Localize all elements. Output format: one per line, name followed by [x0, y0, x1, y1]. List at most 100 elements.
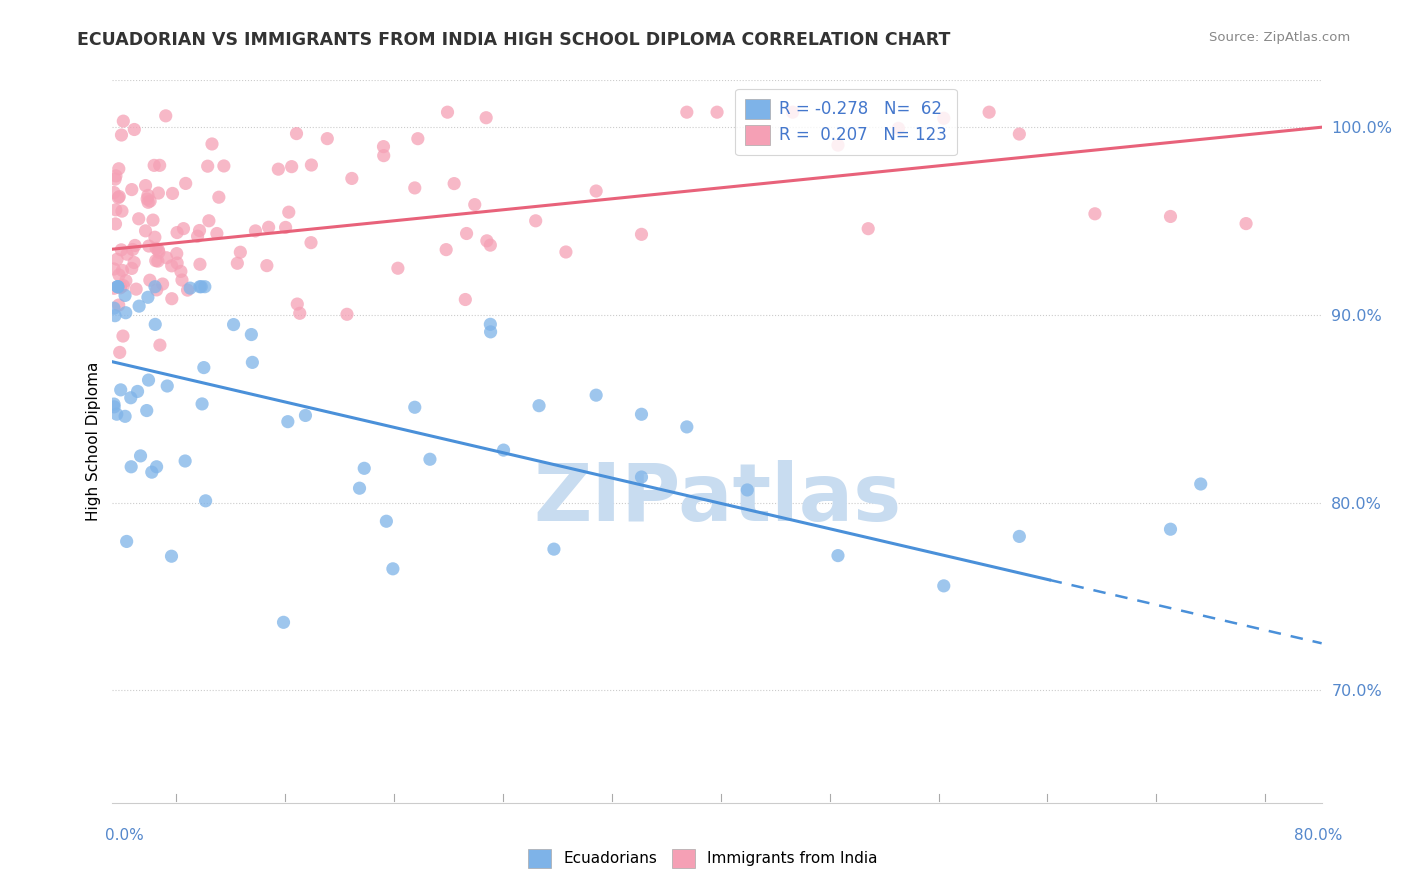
- Point: [630, 407, 652, 421]
- Point: [475, 111, 498, 125]
- Point: [108, 189, 131, 203]
- Point: [277, 415, 299, 429]
- Point: [201, 136, 224, 151]
- Point: [143, 230, 166, 244]
- Point: [166, 226, 188, 240]
- Point: [387, 261, 409, 276]
- Point: [125, 282, 148, 296]
- Point: [1008, 529, 1031, 543]
- Point: [110, 279, 132, 293]
- Point: [107, 279, 129, 293]
- Point: [160, 549, 183, 564]
- Point: [585, 388, 607, 402]
- Point: [114, 288, 136, 302]
- Point: [193, 360, 215, 375]
- Point: [208, 190, 231, 204]
- Point: [456, 227, 478, 241]
- Point: [111, 204, 134, 219]
- Point: [179, 281, 201, 295]
- Point: [205, 227, 228, 241]
- Point: [103, 400, 125, 414]
- Point: [273, 615, 295, 630]
- Point: [135, 178, 157, 193]
- Point: [107, 191, 129, 205]
- Point: [170, 264, 193, 278]
- Point: [170, 273, 193, 287]
- Text: 80.0%: 80.0%: [1295, 828, 1343, 843]
- Point: [115, 534, 138, 549]
- Point: [103, 262, 125, 277]
- Point: [404, 401, 426, 415]
- Point: [373, 148, 395, 162]
- Point: [979, 105, 1001, 120]
- Point: [107, 161, 129, 176]
- Point: [464, 197, 486, 211]
- Point: [188, 257, 211, 271]
- Point: [107, 298, 129, 312]
- Y-axis label: High School Diploma: High School Diploma: [86, 362, 101, 521]
- Point: [932, 112, 955, 126]
- Point: [1084, 207, 1107, 221]
- Point: [188, 223, 211, 237]
- Point: [245, 224, 267, 238]
- Point: [316, 131, 339, 145]
- Point: [1189, 477, 1212, 491]
- Point: [136, 192, 159, 206]
- Point: [554, 245, 576, 260]
- Point: [128, 211, 150, 226]
- Point: [280, 160, 302, 174]
- Point: [110, 281, 132, 295]
- Point: [110, 243, 132, 257]
- Point: [104, 217, 127, 231]
- Point: [198, 214, 221, 228]
- Point: [267, 162, 290, 177]
- Point: [527, 399, 550, 413]
- Point: [148, 243, 170, 257]
- Point: [105, 252, 128, 267]
- Point: [138, 373, 160, 387]
- Point: [676, 420, 699, 434]
- Point: [111, 263, 134, 277]
- Point: [336, 307, 359, 321]
- Point: [104, 169, 127, 183]
- Point: [630, 470, 652, 484]
- Point: [103, 397, 125, 411]
- Point: [149, 158, 172, 172]
- Point: [135, 224, 157, 238]
- Point: [706, 105, 728, 120]
- Point: [152, 277, 174, 291]
- Point: [187, 229, 209, 244]
- Point: [160, 259, 183, 273]
- Point: [630, 227, 652, 242]
- Legend: Ecuadorians, Immigrants from India: Ecuadorians, Immigrants from India: [522, 843, 884, 873]
- Text: Source: ZipAtlas.com: Source: ZipAtlas.com: [1209, 31, 1350, 45]
- Point: [145, 241, 167, 255]
- Point: [103, 186, 125, 200]
- Point: [782, 105, 804, 120]
- Point: [166, 246, 188, 260]
- Point: [145, 253, 167, 268]
- Point: [353, 461, 375, 475]
- Point: [162, 186, 184, 201]
- Point: [148, 186, 170, 200]
- Point: [858, 221, 880, 235]
- Point: [381, 562, 404, 576]
- Point: [124, 122, 146, 136]
- Point: [176, 283, 198, 297]
- Point: [299, 158, 322, 172]
- Point: [174, 177, 197, 191]
- Point: [141, 465, 163, 479]
- Point: [103, 281, 125, 295]
- Point: [174, 454, 197, 468]
- Point: [212, 159, 235, 173]
- Text: ECUADORIAN VS IMMIGRANTS FROM INDIA HIGH SCHOOL DIPLOMA CORRELATION CHART: ECUADORIAN VS IMMIGRANTS FROM INDIA HIGH…: [77, 31, 950, 49]
- Point: [492, 443, 515, 458]
- Point: [222, 318, 245, 332]
- Point: [240, 355, 263, 369]
- Point: [104, 309, 127, 323]
- Point: [288, 306, 311, 320]
- Point: [1159, 210, 1181, 224]
- Point: [194, 493, 217, 508]
- Point: [138, 239, 160, 253]
- Point: [349, 481, 371, 495]
